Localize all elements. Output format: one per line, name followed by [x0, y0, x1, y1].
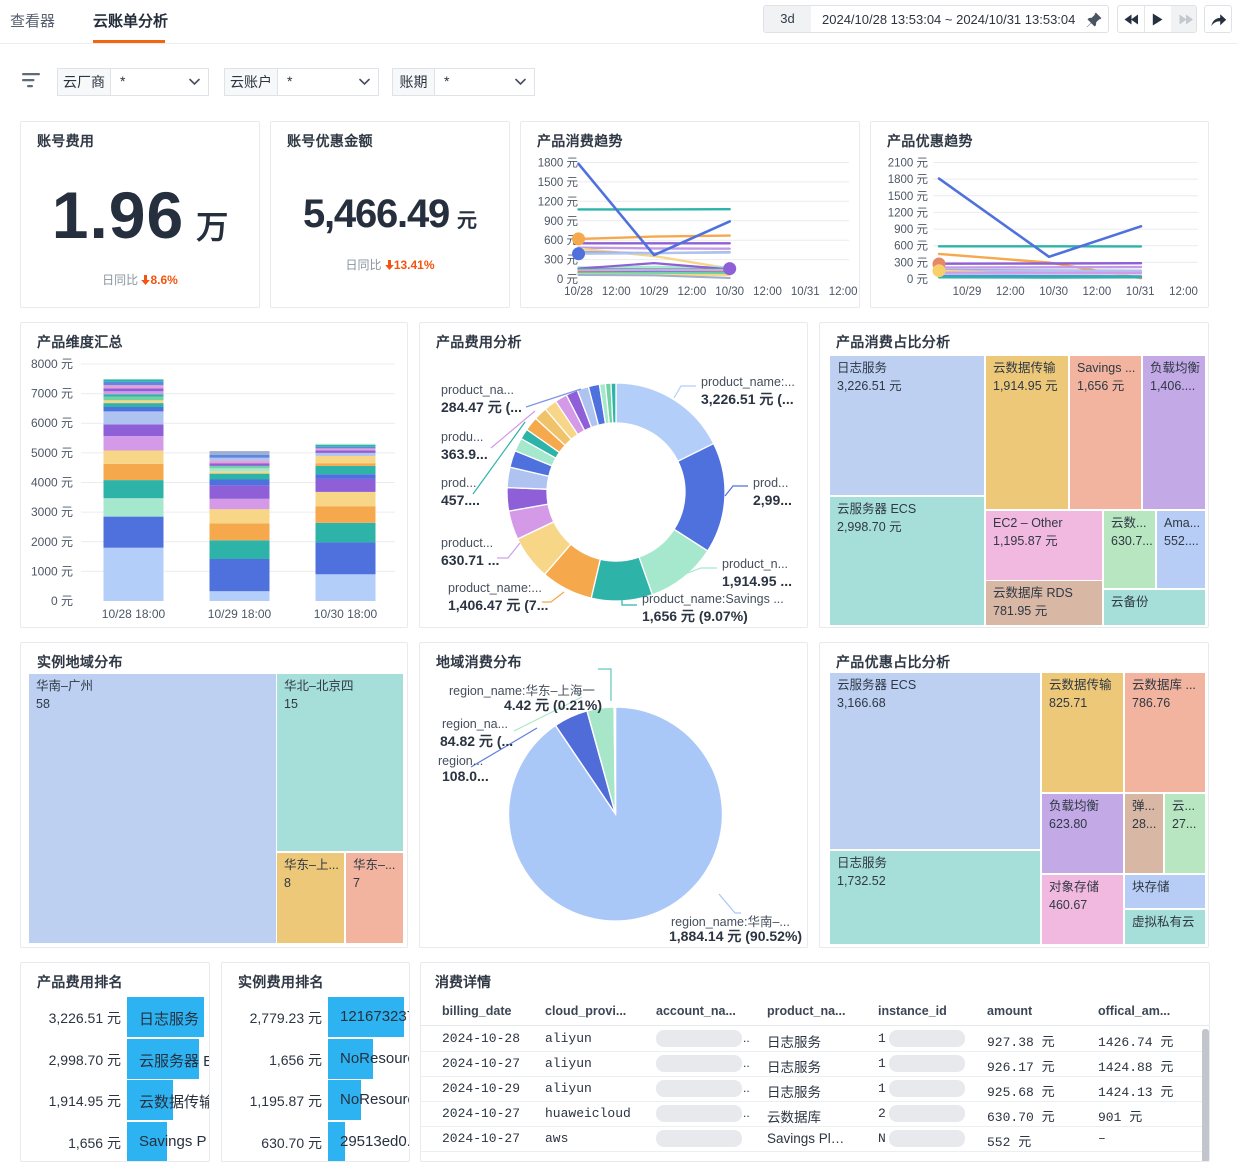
svg-text:300 元: 300 元 — [544, 255, 578, 267]
svg-text:10/31: 10/31 — [791, 286, 820, 298]
svg-text:300 元: 300 元 — [894, 257, 928, 269]
svg-text:900 元: 900 元 — [544, 216, 578, 228]
svg-text:12:00: 12:00 — [1169, 286, 1198, 298]
svg-text:10/31: 10/31 — [1126, 286, 1155, 298]
svg-text:7000 元: 7000 元 — [31, 387, 73, 401]
svg-text:12:00: 12:00 — [753, 286, 782, 298]
svg-text:3000 元: 3000 元 — [31, 505, 73, 519]
svg-text:10/30: 10/30 — [715, 286, 744, 298]
svg-text:10/28 18:00: 10/28 18:00 — [102, 607, 166, 621]
svg-text:12:00: 12:00 — [678, 286, 707, 298]
svg-text:1800 元: 1800 元 — [538, 158, 579, 170]
svg-text:10/30: 10/30 — [1039, 286, 1068, 298]
svg-text:10/29: 10/29 — [953, 286, 982, 298]
svg-text:0 元: 0 元 — [907, 274, 929, 286]
svg-text:1500 元: 1500 元 — [538, 177, 579, 189]
svg-text:2100 元: 2100 元 — [888, 158, 929, 170]
svg-text:12:00: 12:00 — [1083, 286, 1112, 298]
svg-text:900 元: 900 元 — [894, 224, 928, 236]
svg-text:12:00: 12:00 — [996, 286, 1025, 298]
svg-text:1000 元: 1000 元 — [31, 564, 73, 578]
svg-text:0 元: 0 元 — [557, 274, 579, 286]
svg-text:0 元: 0 元 — [51, 594, 73, 608]
svg-text:1200 元: 1200 元 — [538, 196, 579, 208]
svg-text:10/29 18:00: 10/29 18:00 — [208, 607, 272, 621]
svg-text:4000 元: 4000 元 — [31, 476, 73, 490]
svg-text:8000 元: 8000 元 — [31, 357, 73, 371]
svg-text:12:00: 12:00 — [602, 286, 631, 298]
svg-text:2000 元: 2000 元 — [31, 535, 73, 549]
svg-text:10/29: 10/29 — [640, 286, 669, 298]
svg-text:600 元: 600 元 — [544, 235, 578, 247]
svg-text:1500 元: 1500 元 — [888, 191, 929, 203]
svg-text:12:00: 12:00 — [829, 286, 858, 298]
svg-text:600 元: 600 元 — [894, 241, 928, 253]
svg-text:6000 元: 6000 元 — [31, 416, 73, 430]
svg-text:1800 元: 1800 元 — [888, 174, 929, 186]
svg-text:10/30 18:00: 10/30 18:00 — [314, 607, 378, 621]
svg-text:10/28: 10/28 — [564, 286, 593, 298]
svg-text:5000 元: 5000 元 — [31, 446, 73, 460]
svg-text:1200 元: 1200 元 — [888, 207, 929, 219]
